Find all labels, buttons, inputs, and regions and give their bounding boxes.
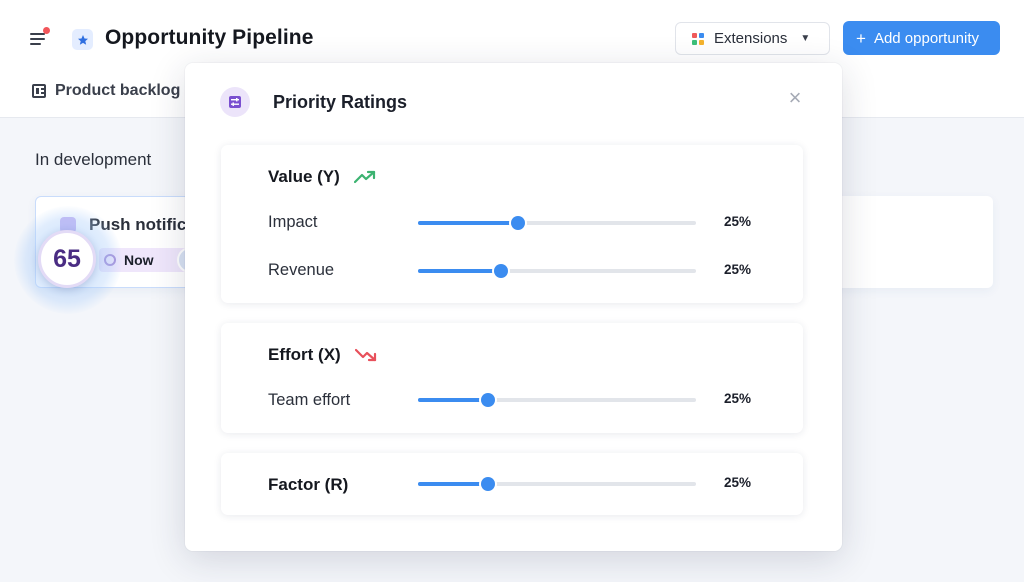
slider-handle[interactable] <box>480 393 495 407</box>
tab-label: Product backlog <box>55 82 181 99</box>
effort-section: Effort (X) Team effort 25% <box>221 323 803 433</box>
impact-slider[interactable] <box>418 216 696 230</box>
slider-handle[interactable] <box>480 477 495 491</box>
sliders-icon <box>220 87 250 117</box>
extensions-button[interactable]: Extensions ▼ <box>675 22 830 55</box>
slider-value: 25% <box>724 262 752 277</box>
trend-up-icon <box>353 170 375 184</box>
star-icon[interactable] <box>72 29 93 50</box>
dialog-header: Priority Ratings × <box>185 63 842 143</box>
slider-fill <box>418 398 488 402</box>
slider-handle[interactable] <box>494 264 509 278</box>
board-icon <box>32 84 46 98</box>
trend-down-icon <box>354 348 376 362</box>
priority-ratings-dialog: Priority Ratings × Value (Y) Impact 25% … <box>185 63 842 551</box>
section-title-text: Effort (X) <box>268 345 341 364</box>
menu-icon[interactable] <box>30 27 50 46</box>
extensions-label: Extensions <box>714 30 788 47</box>
extensions-icon <box>692 32 704 45</box>
slider-fill <box>418 221 519 225</box>
add-opportunity-label: Add opportunity <box>873 29 980 47</box>
plus-icon: + <box>856 28 866 48</box>
tab-product-backlog[interactable]: Product backlog <box>32 82 180 100</box>
revenue-slider[interactable] <box>418 264 696 278</box>
slider-label: Team effort <box>268 391 351 409</box>
factor-section-title: Factor (R) <box>268 475 348 495</box>
slider-value: 25% <box>724 475 752 490</box>
card-title: Push notific <box>89 215 187 234</box>
section-title-text: Factor (R) <box>268 475 349 494</box>
add-opportunity-button[interactable]: + Add opportunity <box>843 21 1000 55</box>
factor-section: Factor (R) 25% <box>221 453 803 515</box>
page-title: Opportunity Pipeline <box>105 26 314 49</box>
column-title: In development <box>35 150 152 169</box>
close-icon[interactable]: × <box>788 85 802 110</box>
status-label: Now <box>124 252 154 268</box>
slider-value: 25% <box>724 214 752 229</box>
slider-label: Impact <box>268 213 318 231</box>
slider-label: Revenue <box>268 261 335 279</box>
opportunity-card-right[interactable] <box>820 196 993 288</box>
value-section-title: Value (Y) <box>268 167 376 187</box>
caret-down-icon: ▼ <box>800 33 811 44</box>
slider-fill <box>418 269 502 273</box>
value-section: Value (Y) Impact 25% Revenue 25% <box>221 145 803 303</box>
factor-slider[interactable] <box>418 477 696 491</box>
slider-value: 25% <box>724 391 752 406</box>
slider-fill <box>418 482 488 486</box>
slider-handle[interactable] <box>511 216 526 230</box>
effort-section-title: Effort (X) <box>268 345 377 365</box>
priority-score[interactable]: 65 <box>38 230 96 288</box>
dialog-title: Priority Ratings <box>273 92 408 112</box>
notification-dot <box>43 27 50 34</box>
section-title-text: Value (Y) <box>268 167 340 186</box>
team-effort-slider[interactable] <box>418 393 696 407</box>
